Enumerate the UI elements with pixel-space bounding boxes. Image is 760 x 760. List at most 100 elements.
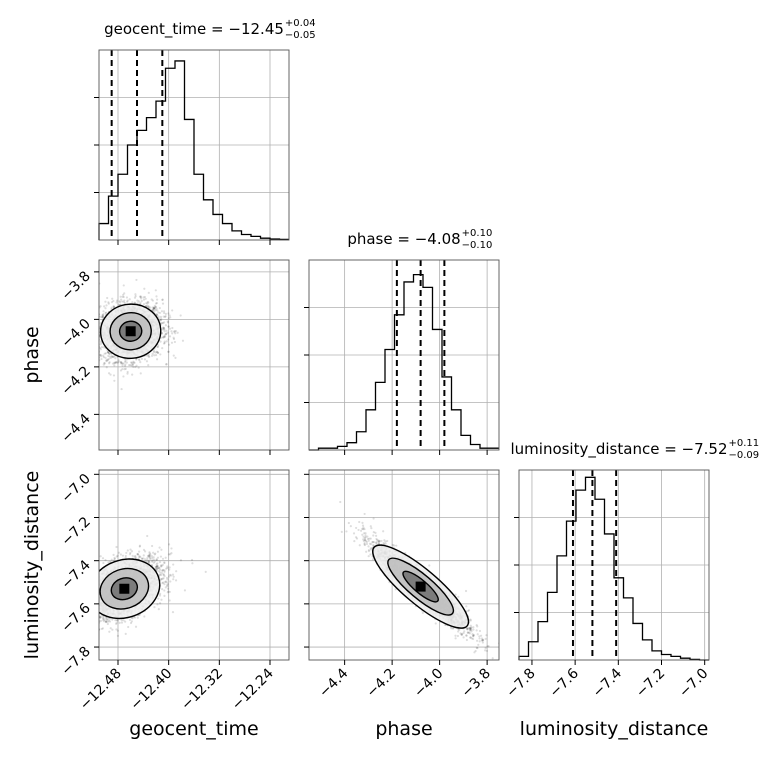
sample-point <box>155 567 159 570</box>
sample-point <box>160 578 163 581</box>
sample-point <box>94 352 96 354</box>
sample-point <box>158 311 162 315</box>
sample-point <box>92 586 94 588</box>
sample-point <box>108 352 111 355</box>
sample-point <box>94 590 96 592</box>
sample-point <box>113 364 116 367</box>
sample-point <box>96 612 98 614</box>
sample-point <box>155 301 159 305</box>
sample-point <box>148 551 151 554</box>
sample-point <box>142 298 146 301</box>
sample-point <box>113 557 116 560</box>
sample-point <box>147 560 150 563</box>
sample-point <box>138 550 141 553</box>
sample-point <box>103 305 106 308</box>
sample-point <box>163 570 166 573</box>
sample-point <box>168 575 171 578</box>
sample-point <box>149 558 152 561</box>
sample-point <box>155 558 158 561</box>
sample-point <box>154 354 158 357</box>
sample-point <box>165 363 168 366</box>
sample-point <box>142 557 145 560</box>
sample-point <box>165 363 168 366</box>
sample-point <box>79 597 81 599</box>
sample-point <box>168 599 171 602</box>
sample-point <box>88 347 90 349</box>
sample-point <box>100 355 103 358</box>
sample-point <box>183 589 187 592</box>
sample-point <box>124 620 127 623</box>
sample-point <box>148 561 151 564</box>
sample-point <box>147 301 150 304</box>
sample-point <box>88 601 90 603</box>
sample-point <box>137 366 140 369</box>
sample-point <box>94 618 96 620</box>
sample-point <box>162 326 165 330</box>
sample-point <box>156 550 160 553</box>
sample-point <box>106 359 109 362</box>
sample-point <box>92 601 94 603</box>
sample-point <box>120 619 123 622</box>
sample-point <box>162 310 166 313</box>
sample-point <box>151 352 154 355</box>
sample-point <box>113 556 116 559</box>
sample-point <box>104 559 107 562</box>
sample-point <box>92 337 94 339</box>
sample-point <box>153 606 156 609</box>
sample-point <box>163 561 166 565</box>
sample-point <box>110 301 114 304</box>
sample-point <box>81 639 83 641</box>
sample-point <box>100 345 103 349</box>
sample-point <box>164 312 167 315</box>
sample-point <box>92 579 94 581</box>
sample-point <box>141 557 144 561</box>
sample-point <box>92 585 94 587</box>
sample-point <box>112 299 115 303</box>
sample-point <box>123 368 126 371</box>
sample-point <box>163 335 167 338</box>
sample-point <box>89 582 91 584</box>
sample-point <box>134 556 137 559</box>
sample-point <box>93 590 95 592</box>
sample-point <box>164 315 167 319</box>
sample-point <box>97 333 99 335</box>
sample-point <box>110 306 113 309</box>
sample-point <box>96 584 98 586</box>
sample-point <box>87 351 89 353</box>
sample-point <box>153 306 156 309</box>
sample-point <box>102 619 105 622</box>
sample-point <box>96 618 98 620</box>
sample-point <box>143 295 146 299</box>
sample-point <box>163 583 166 586</box>
sample-point <box>155 307 158 310</box>
sample-point <box>167 317 170 320</box>
sample-point <box>168 568 171 571</box>
sample-point <box>87 596 89 598</box>
sample-point <box>164 586 167 589</box>
sample-point <box>94 336 96 338</box>
sample-point <box>159 568 162 571</box>
panel-phase-vs-geocent-time <box>87 260 289 450</box>
sample-point <box>134 365 137 369</box>
sample-point <box>179 314 182 317</box>
sample-point <box>121 554 125 557</box>
sample-point <box>161 332 164 335</box>
sample-point <box>95 342 97 344</box>
sample-point <box>106 351 110 354</box>
sample-point <box>166 566 169 570</box>
sample-point <box>158 546 161 549</box>
sample-point <box>148 555 151 558</box>
sample-point <box>116 554 119 557</box>
sample-point <box>179 559 183 562</box>
sample-point <box>113 305 116 309</box>
sample-point <box>147 363 150 367</box>
sample-point <box>94 600 96 602</box>
sample-point <box>161 322 165 325</box>
sample-point <box>159 353 162 356</box>
sample-point <box>90 615 92 617</box>
sample-point <box>97 332 99 334</box>
sample-point <box>140 297 143 300</box>
sample-point <box>88 620 90 622</box>
sample-point <box>119 361 123 364</box>
sample-point <box>168 327 172 330</box>
